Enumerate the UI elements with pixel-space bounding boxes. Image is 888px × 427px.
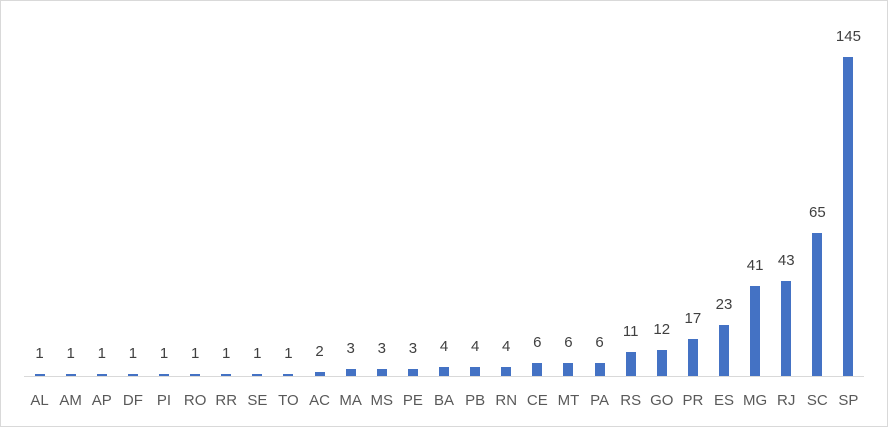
data-label: 1 (253, 344, 262, 362)
bar-rn (501, 367, 512, 376)
x-tick-label: MT (557, 392, 580, 409)
data-label: 11 (622, 322, 639, 340)
bar-go (656, 349, 667, 376)
bar-df (127, 373, 138, 376)
bar-ma (345, 369, 356, 376)
bar-rr (221, 373, 232, 376)
bar-ce (532, 362, 543, 376)
bar-sc (812, 233, 823, 376)
bar-pr (687, 338, 698, 376)
data-label: 1 (97, 344, 106, 362)
x-tick-label: PR (682, 392, 704, 409)
data-label: 23 (715, 296, 733, 314)
bar-se (252, 373, 263, 376)
x-tick-label: PE (402, 392, 423, 409)
x-tick-label: SC (806, 392, 828, 409)
x-tick-label: TO (278, 392, 299, 409)
bar-es (719, 325, 729, 376)
bar-al (34, 373, 45, 376)
data-label: 41 (746, 256, 764, 274)
data-label: 145 (835, 28, 861, 45)
bar-sp (843, 57, 854, 376)
x-tick-label: MG (743, 392, 768, 409)
x-tick-label: RR (215, 392, 238, 409)
x-tick-label: BA (433, 392, 454, 409)
bar-rs (625, 351, 636, 376)
bar-pb (470, 367, 481, 376)
data-label: 1 (128, 344, 138, 362)
x-tick-label: AC (309, 392, 330, 409)
data-label: 2 (315, 342, 324, 360)
bar-pe (407, 369, 418, 376)
x-tick-label: MS (370, 392, 394, 409)
x-axis-line (24, 376, 864, 377)
bar-mt (563, 362, 574, 376)
x-tick-label: AL (30, 392, 49, 409)
x-tick-label: RO (183, 392, 207, 409)
x-tick-label: PI (156, 392, 172, 409)
data-label: 4 (502, 338, 511, 356)
data-label: 12 (653, 320, 671, 338)
data-label: 6 (533, 333, 542, 351)
x-tick-label: GO (650, 392, 674, 409)
x-tick-label: CE (526, 392, 548, 409)
bar-pa (594, 362, 605, 376)
bar-ro (190, 373, 201, 376)
x-tick-label: AP (91, 392, 112, 409)
x-tick-label: RJ (777, 392, 796, 409)
x-tick-label: AM (59, 392, 82, 409)
x-tick-label: RS (620, 392, 642, 409)
data-label: 1 (222, 344, 231, 362)
x-tick-label: ES (713, 392, 734, 409)
x-tick-label: SP (838, 392, 859, 409)
bar-mg (750, 285, 761, 376)
x-tick-label: SE (247, 392, 268, 409)
bar-pi (159, 373, 169, 376)
bar-ap (96, 373, 107, 376)
data-label: 17 (684, 309, 702, 327)
bar-am (65, 373, 76, 376)
data-label: 65 (808, 204, 826, 221)
data-label: 4 (470, 338, 480, 356)
data-label: 1 (66, 344, 75, 362)
x-tick-label: MA (339, 392, 362, 409)
data-label: 1 (35, 344, 44, 362)
data-label: 3 (408, 340, 418, 358)
data-label: 43 (777, 252, 795, 270)
bar-ac (314, 371, 325, 376)
x-tick-label: DF (122, 392, 143, 409)
bar-ba (439, 367, 449, 376)
data-label: 6 (595, 333, 604, 351)
data-label: 3 (346, 340, 355, 358)
bar-ms (376, 369, 387, 376)
bar-to (283, 373, 294, 376)
data-label: 1 (190, 344, 200, 362)
x-tick-label: PB (465, 392, 486, 409)
x-tick-label: PA (590, 392, 609, 409)
bar-rj (781, 281, 792, 376)
data-label: 1 (159, 344, 169, 362)
data-label: 3 (377, 340, 386, 358)
x-tick-label: RN (495, 392, 518, 409)
data-label: 6 (564, 333, 573, 351)
data-label: 4 (439, 338, 449, 356)
data-label: 1 (284, 344, 293, 362)
